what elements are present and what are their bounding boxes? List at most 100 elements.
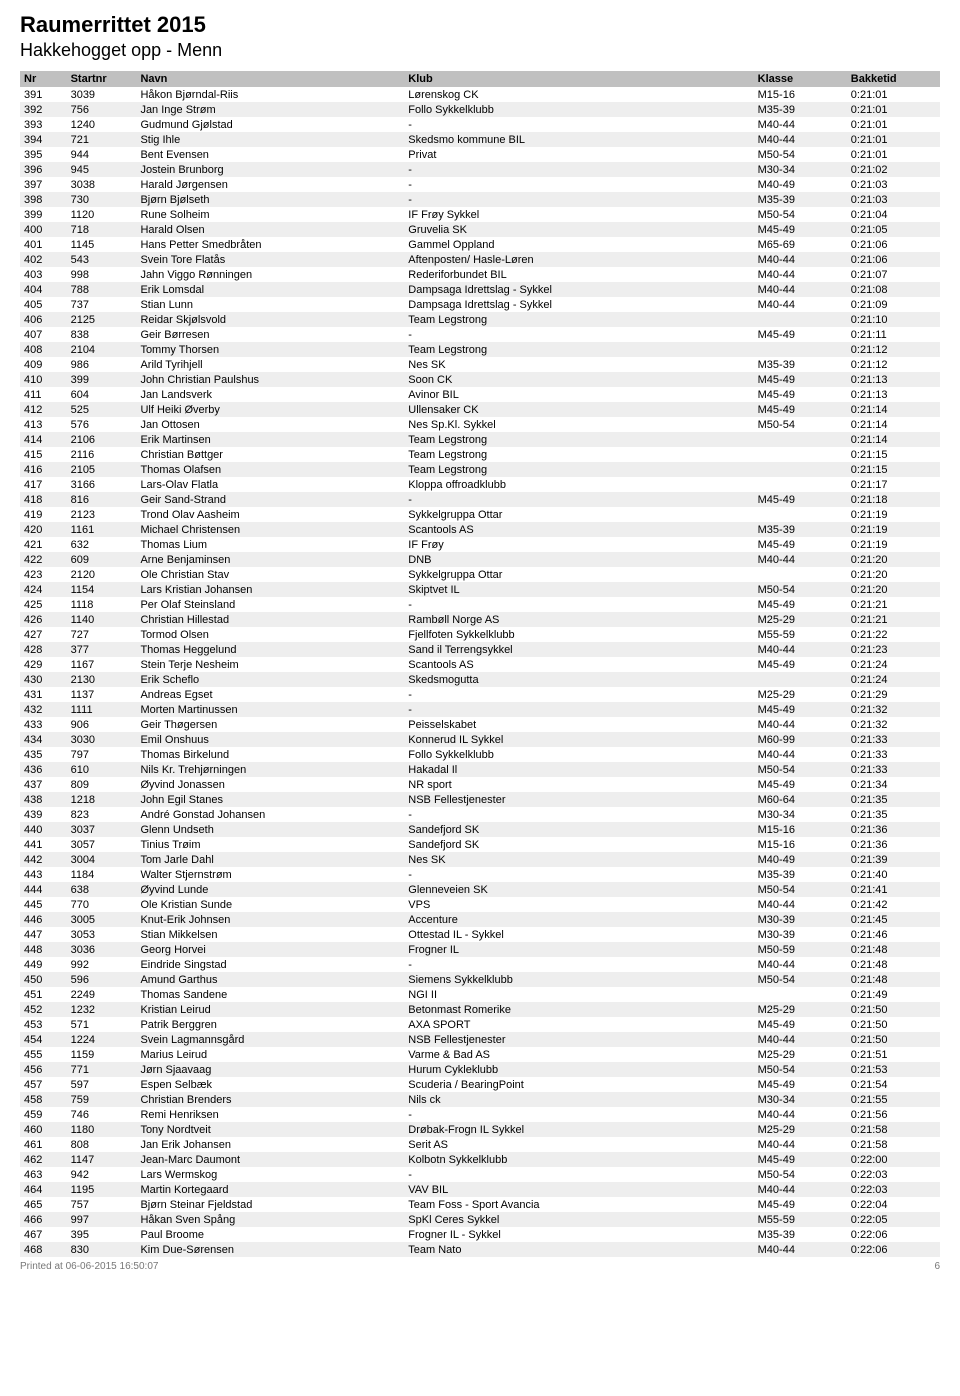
table-cell: 2106 xyxy=(67,432,137,447)
table-cell: 1154 xyxy=(67,582,137,597)
table-cell: 462 xyxy=(20,1152,67,1167)
table-cell: 412 xyxy=(20,402,67,417)
table-cell: Tony Nordtveit xyxy=(136,1122,404,1137)
table-row: 461808Jan Erik JohansenSerit ASM40-440:2… xyxy=(20,1137,940,1152)
table-cell: 0:21:22 xyxy=(847,627,940,642)
table-cell: 0:21:03 xyxy=(847,192,940,207)
table-cell: M45-49 xyxy=(754,327,847,342)
table-cell: 3057 xyxy=(67,837,137,852)
table-cell: 986 xyxy=(67,357,137,372)
table-cell: M30-34 xyxy=(754,807,847,822)
table-cell: M45-49 xyxy=(754,387,847,402)
table-cell: 797 xyxy=(67,747,137,762)
table-cell: André Gonstad Johansen xyxy=(136,807,404,822)
table-cell: 1111 xyxy=(67,702,137,717)
table-cell: 596 xyxy=(67,972,137,987)
table-cell: M45-49 xyxy=(754,492,847,507)
table-cell: 0:22:06 xyxy=(847,1227,940,1242)
table-cell: M25-29 xyxy=(754,1002,847,1017)
table-cell: M45-49 xyxy=(754,1017,847,1032)
table-cell: Serit AS xyxy=(404,1137,753,1152)
table-cell: 464 xyxy=(20,1182,67,1197)
table-row: 410399John Christian PaulshusSoon CKM45-… xyxy=(20,372,940,387)
table-cell: 0:21:05 xyxy=(847,222,940,237)
table-cell: 0:21:58 xyxy=(847,1137,940,1152)
table-cell: M15-16 xyxy=(754,87,847,102)
table-row: 400718Harald OlsenGruvelia SKM45-490:21:… xyxy=(20,222,940,237)
table-cell: Bjørn Bjølseth xyxy=(136,192,404,207)
table-cell: Siemens Sykkelklubb xyxy=(404,972,753,987)
table-cell: 396 xyxy=(20,162,67,177)
table-cell: M40-44 xyxy=(754,117,847,132)
table-cell: Rambøll Norge AS xyxy=(404,612,753,627)
table-cell: Konnerud IL Sykkel xyxy=(404,732,753,747)
table-cell: Remi Henriksen xyxy=(136,1107,404,1122)
table-cell: 450 xyxy=(20,972,67,987)
table-cell: 0:21:45 xyxy=(847,912,940,927)
table-cell: Follo Sykkelklubb xyxy=(404,102,753,117)
table-cell: 0:21:35 xyxy=(847,807,940,822)
table-cell: 638 xyxy=(67,882,137,897)
table-cell: 457 xyxy=(20,1077,67,1092)
table-row: 3931240Gudmund Gjølstad-M40-440:21:01 xyxy=(20,117,940,132)
table-cell: M40-49 xyxy=(754,852,847,867)
table-cell: Team Foss - Sport Avancia xyxy=(404,1197,753,1212)
table-cell: Drøbak-Frogn IL Sykkel xyxy=(404,1122,753,1137)
table-cell: Trond Olav Aasheim xyxy=(136,507,404,522)
table-cell: M25-29 xyxy=(754,1047,847,1062)
table-cell: Team Legstrong xyxy=(404,342,753,357)
table-cell: 445 xyxy=(20,897,67,912)
table-row: 437809Øyvind JonassenNR sportM45-490:21:… xyxy=(20,777,940,792)
table-cell: Per Olaf Steinsland xyxy=(136,597,404,612)
table-cell: 771 xyxy=(67,1062,137,1077)
table-row: 4062125Reidar SkjølsvoldTeam Legstrong0:… xyxy=(20,312,940,327)
table-cell: Kolbotn Sykkelklubb xyxy=(404,1152,753,1167)
table-row: 407838Geir Børresen-M45-490:21:11 xyxy=(20,327,940,342)
table-cell: Ole Kristian Sunde xyxy=(136,897,404,912)
table-cell: NR sport xyxy=(404,777,753,792)
table-header-row: Nr Startnr Navn Klub Klasse Bakketid xyxy=(20,71,940,87)
table-cell: John Christian Paulshus xyxy=(136,372,404,387)
table-row: 413576Jan OttosenNes Sp.Kl. SykkelM50-54… xyxy=(20,417,940,432)
table-cell: 437 xyxy=(20,777,67,792)
table-cell: 1184 xyxy=(67,867,137,882)
table-cell: M60-99 xyxy=(754,732,847,747)
table-cell: 2105 xyxy=(67,462,137,477)
table-cell: Team Nato xyxy=(404,1242,753,1257)
table-cell: 0:21:17 xyxy=(847,477,940,492)
table-cell: 405 xyxy=(20,297,67,312)
table-row: 4551159Marius LeirudVarme & Bad ASM25-29… xyxy=(20,1047,940,1062)
table-row: 468830Kim Due-SørensenTeam NatoM40-440:2… xyxy=(20,1242,940,1257)
table-cell: 449 xyxy=(20,957,67,972)
table-cell: 409 xyxy=(20,357,67,372)
table-cell: 1161 xyxy=(67,522,137,537)
table-cell: 0:21:01 xyxy=(847,132,940,147)
table-cell: 391 xyxy=(20,87,67,102)
col-nr: Nr xyxy=(20,71,67,87)
table-cell: Bjørn Steinar Fjeldstad xyxy=(136,1197,404,1212)
table-cell: Tormod Olsen xyxy=(136,627,404,642)
table-cell: Amund Garthus xyxy=(136,972,404,987)
table-cell: 402 xyxy=(20,252,67,267)
table-cell: 1167 xyxy=(67,657,137,672)
table-row: 450596Amund GarthusSiemens SykkelklubbM5… xyxy=(20,972,940,987)
table-cell: M35-39 xyxy=(754,1227,847,1242)
table-cell: M40-44 xyxy=(754,552,847,567)
table-cell: 1120 xyxy=(67,207,137,222)
table-cell: 0:21:01 xyxy=(847,147,940,162)
table-cell: Walter Stjernstrøm xyxy=(136,867,404,882)
table-cell: 543 xyxy=(67,252,137,267)
table-cell: Jan Ottosen xyxy=(136,417,404,432)
table-cell xyxy=(754,987,847,1002)
table-cell: Frogner IL xyxy=(404,942,753,957)
table-cell: Thomas Heggelund xyxy=(136,642,404,657)
table-cell: - xyxy=(404,1107,753,1122)
table-cell: Jørn Sjaavaag xyxy=(136,1062,404,1077)
table-row: 4142106Erik MartinsenTeam Legstrong0:21:… xyxy=(20,432,940,447)
table-cell: 3166 xyxy=(67,477,137,492)
table-cell: Lars-Olav Flatla xyxy=(136,477,404,492)
table-cell xyxy=(754,567,847,582)
table-cell: 1240 xyxy=(67,117,137,132)
table-cell: 407 xyxy=(20,327,67,342)
table-cell: Martin Kortegaard xyxy=(136,1182,404,1197)
